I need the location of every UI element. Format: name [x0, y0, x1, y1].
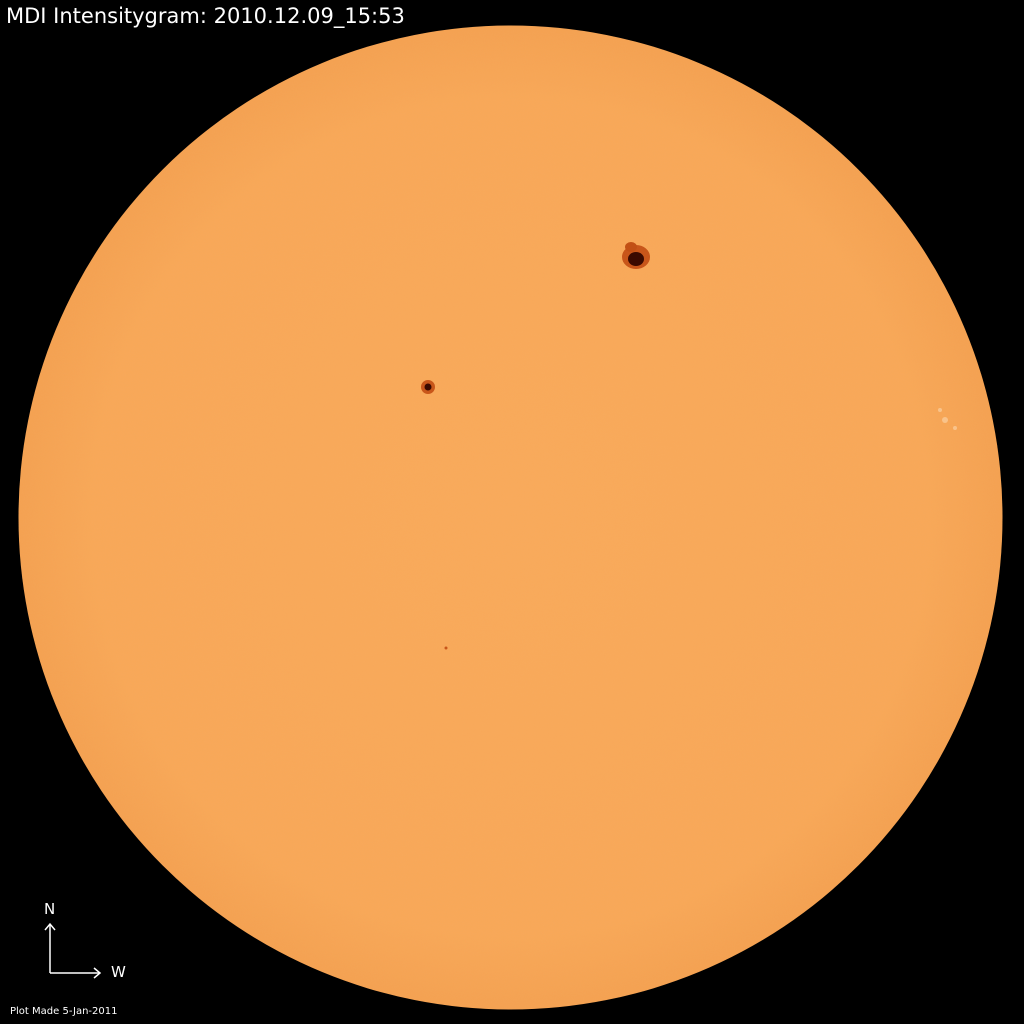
- plot-made-footer: Plot Made 5-Jan-2011: [10, 1006, 117, 1017]
- sunspot-small: [421, 380, 435, 394]
- sunspot-large: [622, 242, 650, 269]
- image-title: MDI Intensitygram: 2010.12.09_15:53: [6, 4, 405, 29]
- compass-arrows-icon: [44, 922, 102, 979]
- north-label: N: [44, 900, 55, 918]
- west-label: W: [111, 963, 126, 981]
- pore: [444, 646, 448, 650]
- compass: N W: [44, 900, 126, 981]
- granulation-texture: [18, 25, 1003, 1010]
- facula: [938, 408, 957, 430]
